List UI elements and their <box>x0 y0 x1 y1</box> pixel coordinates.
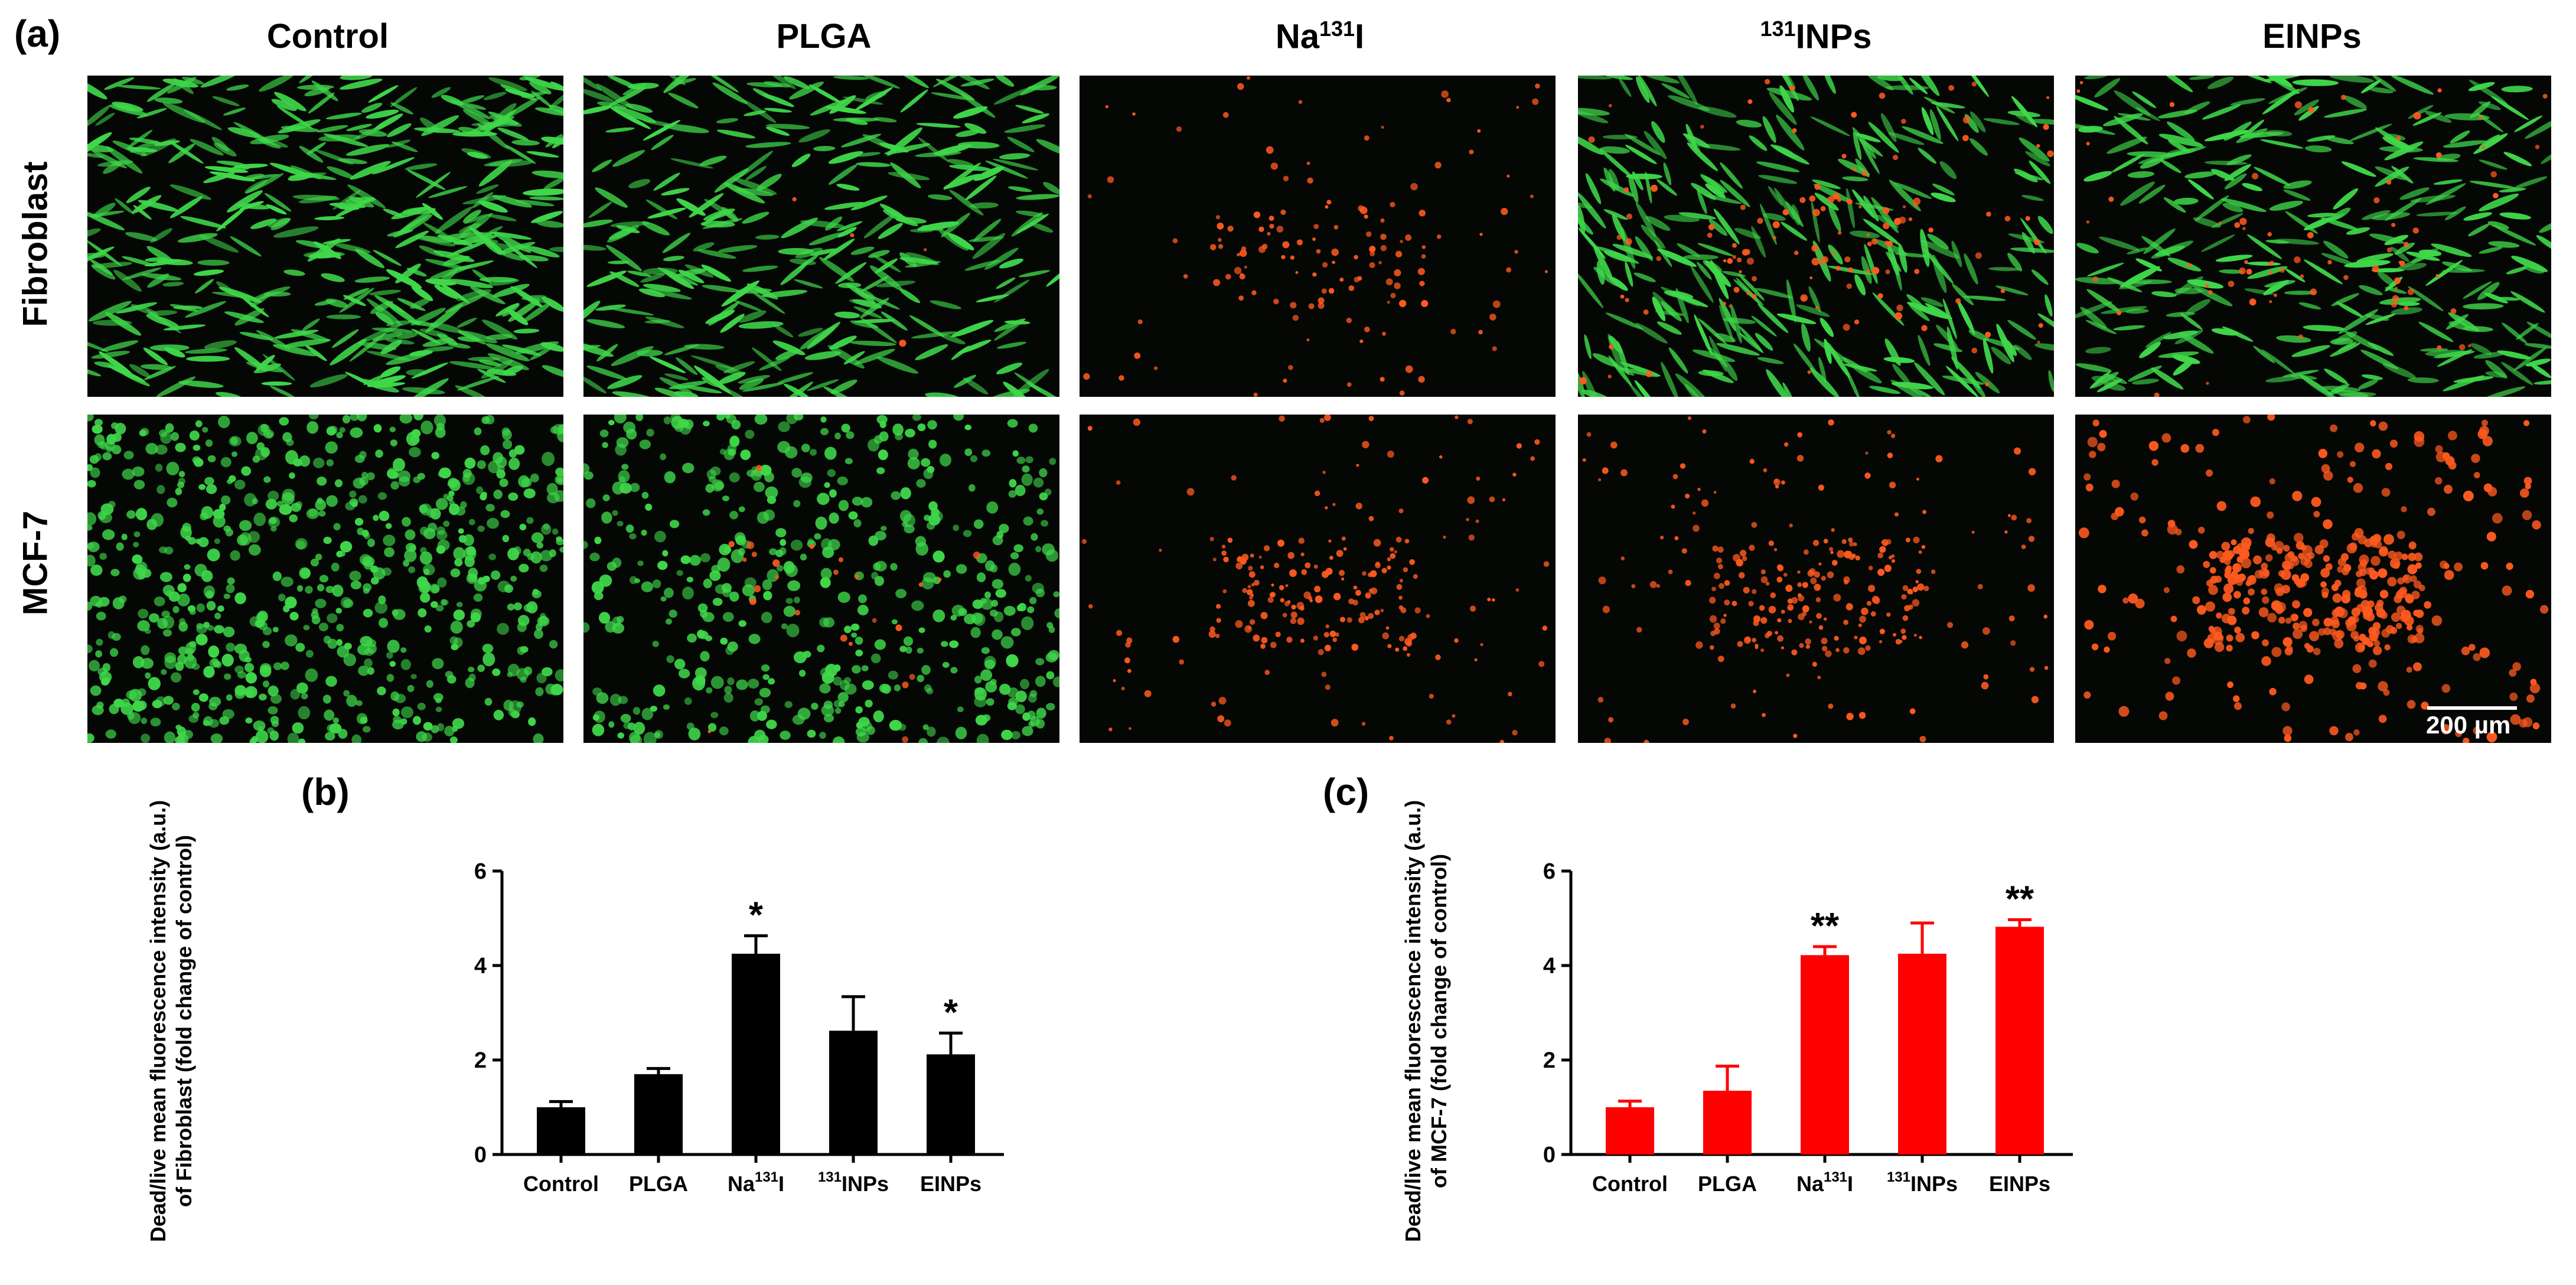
micrograph-mcf7-einps <box>2075 415 2551 743</box>
chart-c-y-tick-label: 6 <box>1543 859 1556 884</box>
chart-b: 0 2 4 6 Control PLGA Na131I * 131INPs EINPs * <box>425 850 1051 1264</box>
chart-b-x-tick-label: EINPs <box>920 1172 982 1196</box>
chart-b-bar <box>927 1054 975 1154</box>
chart-c-bar <box>1801 955 1849 1154</box>
chart-c-significance-label: ** <box>1811 906 1840 947</box>
micrograph-mcf7-control <box>87 415 563 743</box>
micrograph-fibroblast-na131i <box>1080 76 1556 397</box>
chart-c-y-tick-label: 0 <box>1543 1143 1556 1167</box>
chart-b-bar <box>732 954 780 1154</box>
chart-b-y-tick-label: 0 <box>474 1143 487 1167</box>
column-header-plga: PLGA <box>776 17 872 56</box>
chart-b-x-tick-label: Na131I <box>728 1169 784 1196</box>
chart-b-significance-label: * <box>749 895 764 936</box>
chart-c-significance-label: ** <box>2006 879 2034 919</box>
panel-b-label: (b) <box>301 771 350 813</box>
chart-b-bar <box>829 1030 878 1154</box>
chart-c-x-tick-label: 131INPs <box>1887 1169 1958 1196</box>
chart-c-y-tick-label: 4 <box>1543 954 1556 979</box>
scale-bar <box>2427 706 2517 710</box>
chart-c-x-tick-label: EINPs <box>1989 1172 2050 1196</box>
chart-c: 0 2 4 6 Control PLGA Na131I ** 131INPs EINPs ** <box>1494 850 2120 1264</box>
row-label-fibroblast: Fibroblast <box>16 161 55 327</box>
micrograph-fibroblast-131inps <box>1578 76 2054 397</box>
chart-b-significance-label: * <box>944 992 958 1033</box>
chart-b-y-tick-label: 2 <box>474 1048 487 1073</box>
chart-c-bar <box>1606 1107 1654 1154</box>
chart-c-x-tick-label: PLGA <box>1698 1172 1757 1196</box>
micrograph-mcf7-plga <box>583 415 1059 743</box>
chart-c-bar <box>1703 1091 1752 1154</box>
micrograph-fibroblast-einps <box>2075 76 2551 397</box>
chart-b-bar <box>537 1107 585 1154</box>
chart-c-x-tick-label: Control <box>1592 1172 1668 1196</box>
micrograph-fibroblast-plga <box>583 76 1059 397</box>
chart-b-x-tick-label: PLGA <box>629 1172 688 1196</box>
chart-b-x-tick-label: Control <box>523 1172 599 1196</box>
micrograph-mcf7-131inps <box>1578 415 2054 743</box>
scale-bar-label: 200 µm <box>2426 711 2511 739</box>
panel-c-label: (c) <box>1323 771 1369 813</box>
micrograph-fibroblast-control <box>87 76 563 397</box>
column-header-131inps: 131INPs <box>1760 17 1872 56</box>
chart-b-ylabel: Dead/live mean fluorescence intensity (a… <box>146 800 196 1242</box>
chart-b-bar <box>634 1074 683 1154</box>
panel-a-label: (a) <box>14 12 61 55</box>
row-label-mcf7: MCF-7 <box>16 510 55 616</box>
chart-b-y-tick-label: 4 <box>474 954 487 979</box>
chart-c-ylabel: Dead/live mean fluorescence intensity (a… <box>1401 800 1451 1242</box>
chart-b-y-tick-label: 6 <box>474 859 487 884</box>
column-header-na131i: Na131I <box>1275 17 1365 56</box>
chart-c-x-tick-label: Na131I <box>1796 1169 1853 1196</box>
chart-c-bar <box>1898 954 1946 1154</box>
chart-c-bar <box>1995 927 2044 1154</box>
column-header-einps: EINPs <box>2262 17 2362 56</box>
column-header-control: Control <box>266 17 389 56</box>
chart-c-y-tick-label: 2 <box>1543 1048 1556 1073</box>
micrograph-mcf7-na131i <box>1080 415 1556 743</box>
chart-b-x-tick-label: 131INPs <box>818 1169 889 1196</box>
